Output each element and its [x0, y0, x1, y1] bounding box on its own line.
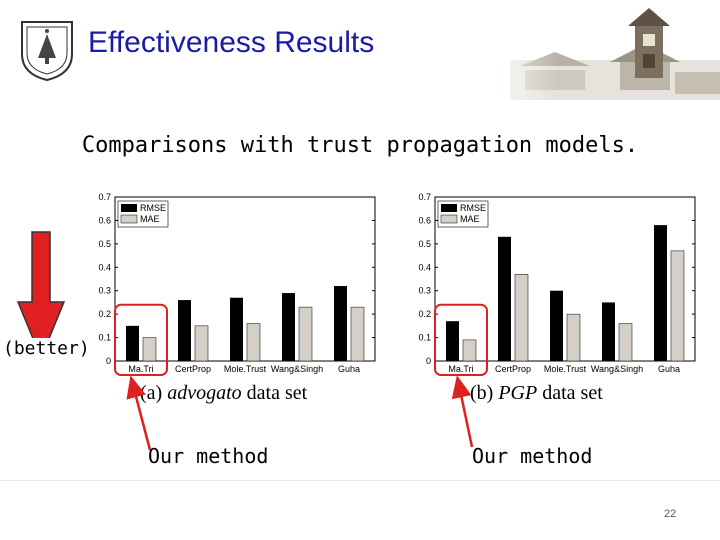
- legend-swatch: [120, 214, 138, 224]
- bar-rmse-1: [178, 300, 191, 361]
- caption-prefix: (b): [470, 382, 499, 404]
- y-tick-label: 0.7: [98, 192, 111, 202]
- y-tick-label: 0.3: [98, 286, 111, 296]
- legend-label: MAE: [140, 214, 160, 224]
- pgp-chart-svg: 0 0.1 0.2 0.3 0.4 0.5 0.6 0.7 Ma.Tri CertProp Mole…: [418, 192, 696, 376]
- x-tick-label: Guha: [338, 364, 360, 374]
- bar-rmse-4: [654, 225, 667, 361]
- legend-swatch: [441, 204, 457, 212]
- y-tick-label: 0.6: [98, 215, 111, 225]
- our-method-label-left: Our method: [148, 444, 269, 468]
- x-tick-label: Ma.Tri: [448, 364, 473, 374]
- footer-divider: [0, 480, 720, 481]
- bar-mae-3: [618, 323, 633, 362]
- highlight-box: [114, 303, 168, 376]
- y-tick-label: 0.1: [418, 333, 431, 343]
- bar-rmse-3: [602, 302, 615, 361]
- legend-label: RMSE: [140, 203, 166, 213]
- better-label: (better): [3, 338, 90, 359]
- slide-title: Effectiveness Results: [88, 26, 375, 59]
- pgp-bar-chart: 0 0.1 0.2 0.3 0.4 0.5 0.6 0.7 Ma.Tri CertProp Mole…: [405, 185, 705, 405]
- slide-subtitle: Comparisons with trust propagation model…: [81, 133, 639, 158]
- bar-mae-3: [298, 306, 313, 362]
- bar-mae-4: [670, 250, 685, 362]
- y-tick-label: 0: [426, 356, 431, 366]
- x-tick-label: CertProp: [495, 364, 531, 374]
- bar-rmse-2: [550, 290, 563, 361]
- bar-mae-2: [566, 313, 581, 362]
- x-tick-label: Mole.Trust: [224, 364, 267, 374]
- x-tick-label: Wang&Singh: [271, 364, 323, 374]
- advogato-chart-svg: 0 0.1 0.2 0.3 0.4 0.5 0.6 0.7 Ma.Tri CertProp Mole…: [98, 192, 376, 376]
- y-tick-label: 0.3: [418, 286, 431, 296]
- caption-suffix: data set: [537, 382, 603, 404]
- down-arrow-icon: [16, 231, 66, 360]
- y-tick-label: 0.4: [98, 262, 111, 272]
- legend-swatch: [121, 204, 137, 212]
- page-number: 22: [664, 508, 677, 520]
- bar-mae-0: [142, 337, 157, 362]
- bar-rmse-4: [334, 286, 347, 361]
- pgp-caption: (b) PGP data set: [470, 382, 603, 405]
- y-tick-label: 0.6: [418, 215, 431, 225]
- x-tick-label: Wang&Singh: [591, 364, 643, 374]
- campus-tower-image: [470, 0, 720, 110]
- y-tick-label: 0.4: [418, 262, 431, 272]
- x-tick-label: CertProp: [175, 364, 211, 374]
- caption-prefix: (a): [140, 382, 168, 404]
- bar-rmse-2: [230, 297, 243, 361]
- bar-rmse-0: [446, 321, 459, 361]
- legend-label: MAE: [460, 214, 480, 224]
- y-tick-label: 0.2: [418, 309, 431, 319]
- bar-mae-1: [194, 325, 209, 362]
- caption-dataset-name: PGP: [498, 382, 538, 404]
- y-tick-label: 0.7: [418, 192, 431, 202]
- advogato-bar-chart: 0 0.1 0.2 0.3 0.4 0.5 0.6 0.7 Ma.Tri CertProp Mole…: [85, 185, 385, 405]
- y-tick-label: 0.1: [98, 333, 111, 343]
- bar-mae-4: [350, 306, 365, 362]
- y-tick-label: 0.5: [98, 239, 111, 249]
- university-logo: [21, 21, 73, 82]
- our-method-label-right: Our method: [472, 444, 593, 468]
- x-tick-label: Ma.Tri: [128, 364, 153, 374]
- y-tick-label: 0.2: [98, 309, 111, 319]
- bar-mae-2: [246, 323, 261, 362]
- bar-rmse-1: [498, 236, 511, 361]
- x-tick-label: Mole.Trust: [544, 364, 587, 374]
- legend-swatch: [440, 214, 458, 224]
- bar-rmse-3: [282, 293, 295, 361]
- advogato-caption: (a) advogato data set: [140, 382, 307, 405]
- bar-mae-1: [514, 274, 529, 362]
- y-tick-label: 0.5: [418, 239, 431, 249]
- caption-suffix: data set: [241, 382, 308, 404]
- highlight-box: [434, 303, 488, 376]
- legend-label: RMSE: [460, 203, 486, 213]
- bar-rmse-0: [126, 325, 139, 361]
- caption-dataset-name: advogato: [167, 382, 242, 404]
- y-tick-label: 0: [106, 356, 111, 366]
- bar-mae-0: [462, 339, 477, 362]
- x-tick-label: Guha: [658, 364, 680, 374]
